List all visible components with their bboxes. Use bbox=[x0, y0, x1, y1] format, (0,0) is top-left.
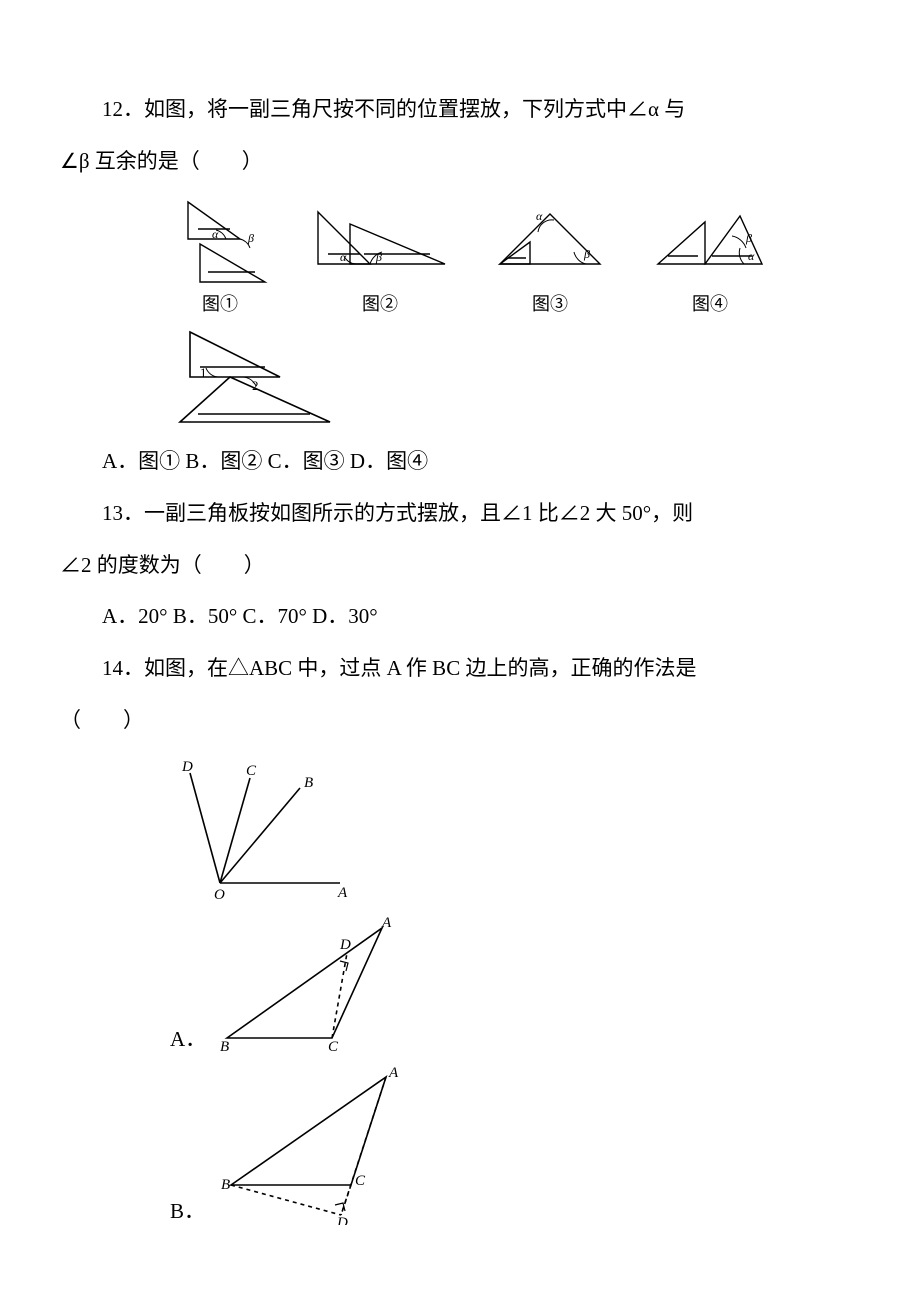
lblC: C bbox=[246, 763, 257, 779]
q12-line2: ∠β 互余的是（ ） bbox=[60, 142, 860, 182]
alpha-label: α bbox=[536, 209, 543, 223]
q12-figrow: α β 图① α β 图② bbox=[170, 194, 860, 316]
q12-options: A．图① B．图② C．图③ D．图④ bbox=[60, 442, 860, 482]
lblA: A bbox=[337, 885, 348, 901]
q14-line1: 14．如图，在△ABC 中，过点 A 作 BC 边上的高，正确的作法是 bbox=[60, 649, 860, 689]
q12-fig4: β α 图④ bbox=[650, 204, 770, 316]
alpha-label: α bbox=[748, 249, 755, 263]
lblB: B bbox=[221, 1177, 230, 1193]
lblC: C bbox=[355, 1173, 366, 1189]
lblD: D bbox=[181, 759, 193, 775]
lblB: B bbox=[304, 775, 313, 791]
q13-line1: 13．一副三角板按如图所示的方式摆放，且∠1 比∠2 大 50°，则 bbox=[60, 494, 860, 534]
lblA: A bbox=[388, 1065, 399, 1081]
lblD: D bbox=[336, 1215, 348, 1225]
q12-fig2-label: 图② bbox=[362, 290, 398, 316]
q14-optA-label: A． bbox=[170, 1023, 206, 1053]
lblD: D bbox=[339, 937, 351, 953]
alpha-label: α bbox=[340, 250, 347, 264]
angle2-label: 2 bbox=[252, 378, 259, 393]
q12-fig4-label: 图④ bbox=[692, 290, 728, 316]
angle1-label: 1 bbox=[200, 365, 207, 380]
q12-fig3-label: 图③ bbox=[532, 290, 568, 316]
q14-line2: （ ） bbox=[60, 701, 860, 741]
q14-optB-label: B． bbox=[170, 1195, 205, 1225]
lblC: C bbox=[328, 1039, 339, 1053]
lblO: O bbox=[214, 887, 225, 903]
q12-fig3: α β 图③ bbox=[490, 204, 610, 316]
q12-fig1-label: 图① bbox=[202, 290, 238, 316]
beta-label: β bbox=[247, 231, 254, 245]
beta-label: β bbox=[745, 231, 752, 245]
q14-prompt-figure: D C B O A bbox=[170, 753, 860, 903]
lblB: B bbox=[220, 1039, 229, 1053]
q12-fig1: α β 图① bbox=[170, 194, 270, 316]
q12-fig2: α β 图② bbox=[310, 204, 450, 316]
lblA: A bbox=[381, 915, 392, 931]
q12-line1: 12．如图，将一副三角尺按不同的位置摆放，下列方式中∠α 与 bbox=[60, 90, 860, 130]
beta-label: β bbox=[583, 247, 590, 261]
q14-optA-row: A． A B C D bbox=[170, 913, 860, 1053]
q13-line2: ∠2 的度数为（ ） bbox=[60, 546, 860, 586]
q13-figure: 1 2 bbox=[170, 322, 860, 432]
q14-optB-row: B． A B C D bbox=[170, 1065, 860, 1225]
alpha-label: α bbox=[212, 227, 219, 241]
beta-label: β bbox=[375, 250, 382, 264]
q13-options: A．20° B．50° C．70° D．30° bbox=[60, 597, 860, 637]
